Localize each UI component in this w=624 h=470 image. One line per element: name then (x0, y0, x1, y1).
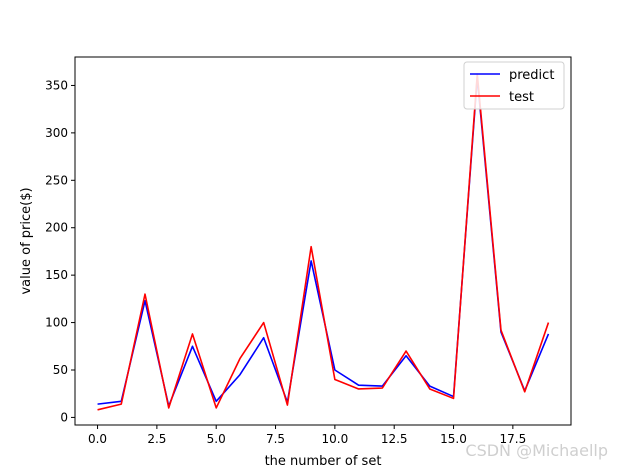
y-tick-label: 100 (45, 316, 68, 330)
x-tick-label: 15.0 (440, 432, 467, 446)
axes-frame (74, 56, 572, 426)
legend-test-label: test (509, 90, 534, 105)
watermark: CSDN @Michaellp (465, 441, 608, 460)
series-line-predict (97, 77, 550, 407)
y-tick-label: 0 (60, 410, 68, 424)
x-tick-label: 17.5 (499, 432, 526, 446)
y-tick-label: 300 (45, 126, 68, 140)
legend: predict test (463, 61, 565, 110)
plot-area (74, 56, 572, 426)
x-tick-label: 0.0 (88, 432, 107, 446)
x-tick-label: 10.0 (322, 432, 349, 446)
y-tick-label: 150 (45, 268, 68, 282)
x-tick-label: 5.0 (207, 432, 226, 446)
x-tick-label: 2.5 (147, 432, 166, 446)
y-tick-label: 200 (45, 221, 68, 235)
y-tick-label: 50 (53, 363, 68, 377)
y-axis-label: value of price($) (19, 187, 34, 294)
y-tick-label: 350 (45, 78, 68, 92)
x-tick-label: 12.5 (381, 432, 408, 446)
y-axis-ticks: 0 50 100 150 200 250 300 350 (45, 78, 75, 424)
series-lines (97, 73, 550, 411)
series-line-test (97, 73, 550, 411)
x-axis-ticks: 0.0 2.5 5.0 7.5 10.0 12.5 15.0 17.5 (88, 425, 526, 446)
y-tick-label: 250 (45, 173, 68, 187)
x-tick-label: 7.5 (266, 432, 285, 446)
x-axis-label: the number of set (265, 454, 382, 469)
legend-predict-label: predict (509, 68, 554, 83)
